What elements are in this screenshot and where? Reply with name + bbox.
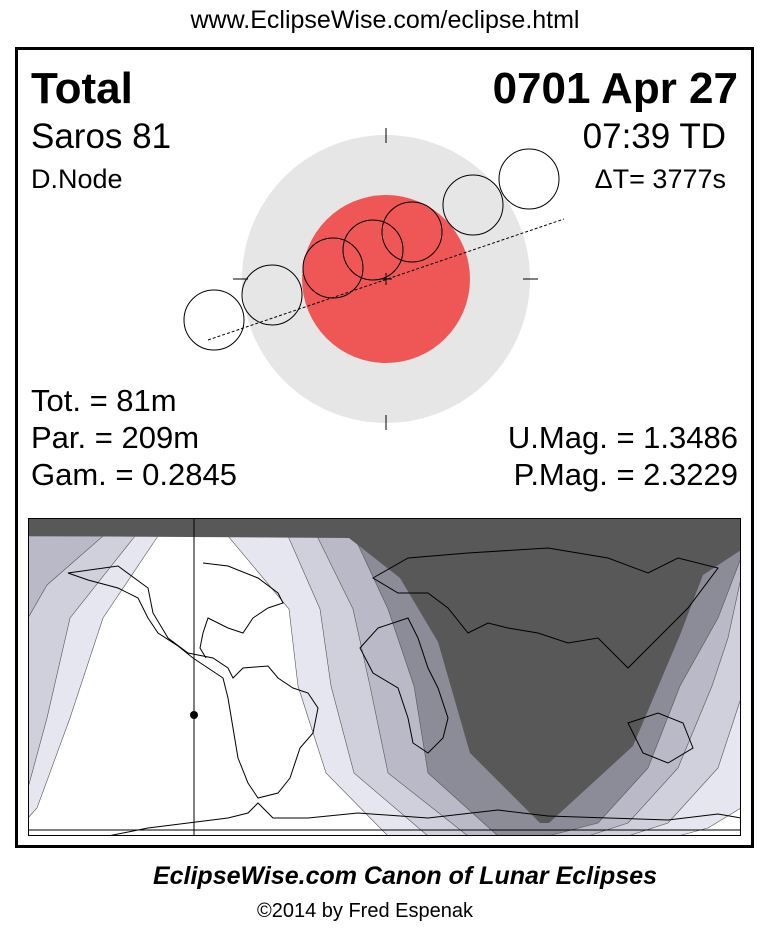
umbral-magnitude: U.Mag. = 1.3486: [507, 420, 738, 455]
totality-duration: Tot. = 81m: [31, 383, 177, 418]
eclipse-panel: [15, 47, 754, 848]
moon-position-u2: [302, 237, 364, 299]
copyright: ©2014 by Fred Espenak: [257, 900, 473, 922]
eclipse-type: Total: [31, 64, 133, 113]
partial-duration: Par. = 209m: [31, 420, 200, 455]
moon-position-p1: [183, 289, 245, 351]
moon-position-u1: [241, 264, 303, 326]
eclipse-date: 0701 Apr 27: [492, 64, 738, 113]
delta-t: ΔT= 3777s: [594, 164, 726, 194]
moon-position-u3: [381, 201, 443, 263]
greatest-eclipse-point: [190, 711, 198, 719]
source-url: www.EclipseWise.com/eclipse.html: [190, 6, 580, 34]
eclipse-geometry-diagram: [183, 128, 565, 430]
gamma: Gam. = 0.2845: [31, 457, 237, 492]
night-region: [28, 518, 741, 823]
canon-title: EclipseWise.com Canon of Lunar Eclipses: [152, 862, 658, 890]
visibility-map: [28, 518, 741, 836]
moon-path-line: [207, 218, 565, 341]
penumbral-magnitude: P.Mag. = 2.3229: [513, 457, 738, 492]
moon-position-p4: [498, 148, 560, 210]
moon-position-greatest: [342, 219, 404, 281]
saros-number: Saros 81: [31, 117, 172, 156]
eclipse-time: 07:39 TD: [582, 117, 726, 156]
moon-position-u4: [442, 174, 504, 236]
coastlines: [28, 547, 741, 836]
node: D.Node: [31, 164, 123, 194]
